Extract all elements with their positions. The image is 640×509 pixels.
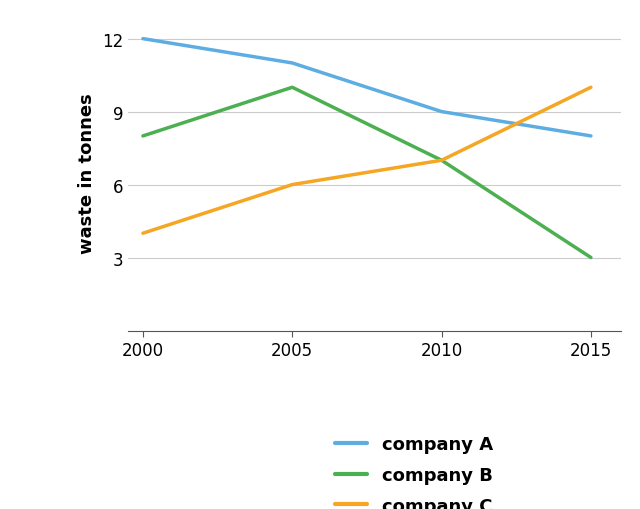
company A — [587, 133, 595, 139]
company A — [139, 37, 147, 43]
company B — [289, 85, 296, 91]
company C — [289, 182, 296, 188]
Line: company C: company C — [143, 88, 591, 234]
company C — [438, 158, 445, 164]
Y-axis label: waste in tonnes: waste in tonnes — [78, 93, 97, 253]
Line: company A: company A — [143, 40, 591, 136]
company C — [139, 231, 147, 237]
company B — [139, 133, 147, 139]
Line: company B: company B — [143, 88, 591, 258]
company A — [289, 61, 296, 67]
company B — [438, 158, 445, 164]
company A — [438, 109, 445, 116]
Legend: company A, company B, company C: company A, company B, company C — [328, 428, 500, 509]
company C — [587, 85, 595, 91]
company B — [587, 255, 595, 261]
